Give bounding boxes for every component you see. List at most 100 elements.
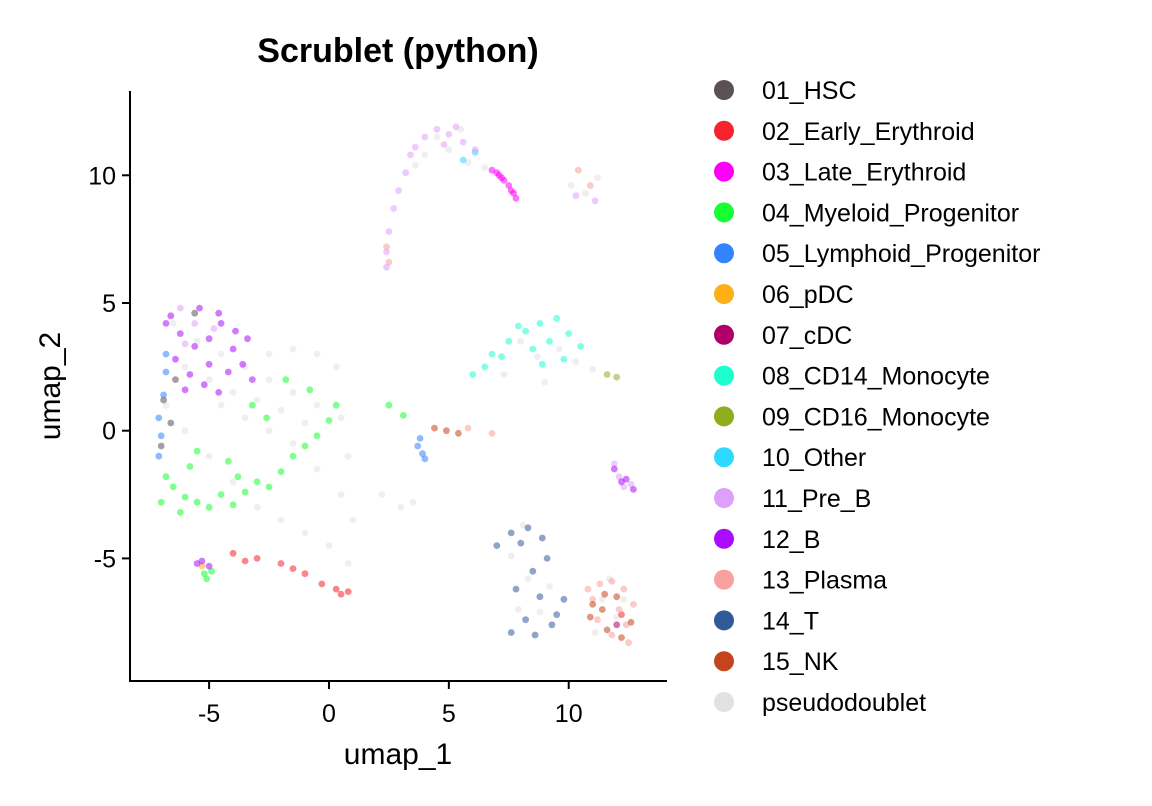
point-14_T-9 [548, 621, 556, 629]
point-pseudodoublet-20 [332, 363, 340, 371]
point-08_CD14_Monocyte-0 [469, 371, 477, 378]
y-tick-label-2: 5 [102, 290, 116, 318]
point-pseudodoublet-9 [181, 427, 189, 435]
legend-label-09_CD16_Monocyte: 09_CD16_Monocyte [762, 403, 990, 431]
point-04_Myeloid_Progenitor-8 [265, 483, 273, 491]
point-11_Pre_B-15 [176, 304, 184, 312]
point-12_B-7 [248, 376, 256, 383]
point-14_T-14 [553, 611, 561, 618]
point-pseudodoublet-12 [253, 503, 261, 511]
point-13_Plasma-12 [574, 166, 582, 174]
point-04_Myeloid_Progenitor-25 [224, 457, 232, 465]
point-pseudodoublet-38 [481, 164, 489, 172]
point-03_Late_Erythroid-5 [512, 194, 520, 202]
point-11_Pre_B-4 [471, 146, 479, 154]
point-05_Lymphoid_Progenitor-1 [155, 414, 163, 422]
point-02_Early_Erythroid-5 [332, 585, 340, 593]
point-04_Myeloid_Progenitor-3 [205, 503, 213, 511]
point-12_B-1 [176, 330, 184, 337]
point-04_Myeloid_Progenitor-12 [313, 432, 321, 440]
point-11_Pre_B-14 [411, 143, 419, 151]
point-pseudodoublet-42 [517, 337, 525, 345]
point-02_Early_Erythroid-2 [277, 560, 285, 567]
point-11_Pre_B-18 [181, 340, 189, 348]
legend-label-11_Pre_B: 11_Pre_B [762, 485, 871, 513]
point-pseudodoublet-39 [421, 151, 429, 159]
legend-swatch-09_CD16_Monocyte [714, 406, 734, 427]
point-05_Lymphoid_Progenitor-9 [416, 435, 424, 442]
point-04_Myeloid_Progenitor-27 [193, 447, 201, 455]
point-14_T-13 [517, 539, 525, 547]
point-09_CD16_Monocyte-0 [603, 371, 611, 378]
point-pseudodoublet-19 [313, 350, 321, 358]
point-pseudodoublet-1 [193, 337, 201, 345]
point-04_Myeloid_Progenitor-19 [200, 570, 208, 578]
point-pseudodoublet-33 [301, 419, 309, 427]
point-13_Plasma-2 [584, 585, 592, 593]
point-11_Pre_B-16 [191, 320, 199, 327]
point-13_Plasma-13 [586, 182, 594, 189]
point-15_NK-1 [601, 590, 609, 598]
point-15_NK-3 [627, 618, 635, 626]
point-12_B-9 [186, 371, 194, 378]
legend-swatch-12_B [714, 528, 734, 549]
legend-label-05_Lymphoid_Progenitor: 05_Lymphoid_Progenitor [762, 240, 1040, 268]
point-05_Lymphoid_Progenitor-6 [414, 442, 422, 450]
point-04_Myeloid_Progenitor-23 [263, 414, 270, 422]
point-08_CD14_Monocyte-6 [565, 330, 573, 337]
point-14_T-11 [512, 585, 520, 593]
point-01_HSC-4 [191, 309, 199, 317]
point-11_Pre_B-7 [395, 187, 402, 195]
y-axis-label: umap_2 [34, 332, 67, 440]
point-13_Plasma-0 [385, 258, 393, 266]
legend-label-02_Early_Erythroid: 02_Early_Erythroid [762, 118, 975, 146]
legend-label-01_HSC: 01_HSC [762, 77, 857, 105]
point-pseudodoublet-48 [500, 371, 508, 378]
point-pseudodoublet-40 [411, 161, 419, 169]
point-13_Plasma-5 [620, 585, 628, 593]
point-13_Plasma-11 [625, 639, 632, 647]
point-08_CD14_Monocyte-1 [488, 350, 496, 358]
point-01_HSC-3 [172, 376, 179, 383]
point-13_Plasma-1 [383, 243, 390, 251]
point-pseudodoublet-22 [241, 414, 249, 422]
point-04_Myeloid_Progenitor-5 [229, 501, 237, 509]
point-pseudodoublet-13 [277, 516, 285, 524]
point-11_Pre_B-8 [390, 205, 398, 212]
point-pseudodoublet-36 [445, 146, 453, 154]
point-pseudodoublet-52 [515, 606, 522, 613]
point-11_Pre_B-1 [433, 125, 441, 133]
point-04_Myeloid_Progenitor-22 [248, 401, 256, 409]
point-05_Lymphoid_Progenitor-0 [157, 432, 165, 440]
point-pseudodoublet-60 [567, 182, 575, 189]
point-pseudodoublet-29 [205, 376, 213, 383]
point-02_Early_Erythroid-3 [301, 570, 309, 578]
legend-swatch-08_CD14_Monocyte [714, 365, 734, 386]
point-05_Lymphoid_Progenitor-2 [160, 391, 168, 399]
point-11_Pre_B-9 [385, 228, 393, 235]
point-15_NK-8 [431, 424, 438, 432]
point-pseudodoublet-0 [169, 320, 177, 327]
point-pseudodoublet-31 [253, 396, 261, 404]
legend-label-14_T: 14_T [762, 607, 819, 635]
point-pseudodoublet-46 [541, 378, 549, 386]
point-14_T-8 [531, 631, 539, 639]
legend: 01_HSC 02_Early_Erythroid 03_Late_Erythroi… [714, 77, 1040, 717]
point-15_NK-10 [455, 429, 462, 437]
point-04_Myeloid_Progenitor-30 [306, 386, 314, 394]
point-04_Myeloid_Progenitor-21 [203, 575, 211, 583]
point-11_Pre_B-19 [615, 473, 623, 481]
point-11_Pre_B-20 [627, 480, 635, 488]
point-04_Myeloid_Progenitor-18 [186, 463, 194, 470]
point-pseudodoublet-30 [229, 389, 237, 396]
point-08_CD14_Monocyte-10 [515, 322, 522, 330]
x-tick-label-2: 5 [442, 700, 456, 728]
point-04_Myeloid_Progenitor-16 [157, 498, 165, 506]
point-05_Lymphoid_Progenitor-5 [162, 350, 170, 358]
point-pseudodoublet-34 [344, 452, 352, 460]
point-02_Early_Erythroid-10 [618, 611, 625, 618]
point-pseudodoublet-64 [397, 503, 405, 511]
legend-swatch-06_pDC [714, 284, 734, 304]
point-04_Myeloid_Progenitor-28 [385, 401, 393, 409]
